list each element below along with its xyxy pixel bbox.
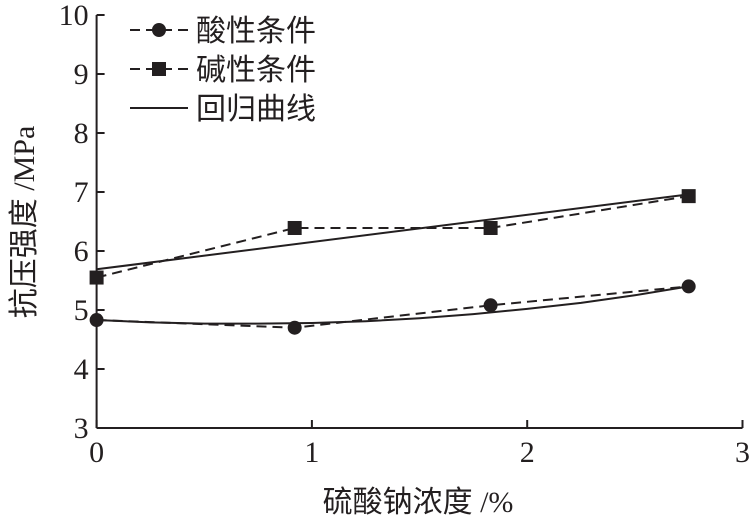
data-point: [483, 298, 498, 313]
regression-line: [96, 193, 689, 271]
y-tick-label: 4: [74, 353, 89, 386]
x-tick-label: 1: [304, 436, 319, 469]
series-line: [96, 285, 689, 329]
y-tick-label: 10: [59, 0, 89, 32]
marks: [89, 189, 696, 335]
legend-item-1: 酸性条件: [130, 15, 316, 48]
legend-label: 回归曲线: [196, 93, 316, 126]
legend-marker: [152, 62, 166, 76]
series-2: [89, 189, 696, 285]
y-tick-label: 6: [74, 235, 89, 268]
data-point: [681, 189, 696, 204]
data-point: [483, 220, 498, 235]
x-tick-label: 0: [89, 436, 104, 469]
x-axis-label: 硫酸钠浓度 /%: [323, 486, 514, 519]
data-point: [89, 270, 104, 285]
legend-label: 酸性条件: [196, 15, 316, 48]
x-tick-label: 3: [735, 436, 750, 469]
legend-item-3: 回归曲线: [130, 93, 316, 126]
legend-label: 碱性条件: [196, 54, 316, 87]
regression-line: [96, 285, 689, 325]
axes: 0 1 2 3 3 4 5 6 7 8 9 10: [59, 0, 750, 469]
legend-item-2: 碱性条件: [130, 54, 316, 87]
y-tick-label: 7: [74, 176, 89, 209]
series-3: [96, 193, 689, 325]
series-line: [96, 195, 689, 279]
series-1: [89, 279, 696, 335]
y-tick-label: 5: [74, 294, 89, 327]
x-tick-label: 2: [520, 436, 535, 469]
y-axis-label: 抗压强度 /MPa: [8, 126, 41, 319]
y-tick-label: 8: [74, 117, 89, 150]
y-tick-label: 9: [74, 58, 89, 91]
data-point: [287, 220, 302, 235]
legend-marker: [152, 23, 166, 37]
y-tick-label: 3: [74, 412, 89, 445]
